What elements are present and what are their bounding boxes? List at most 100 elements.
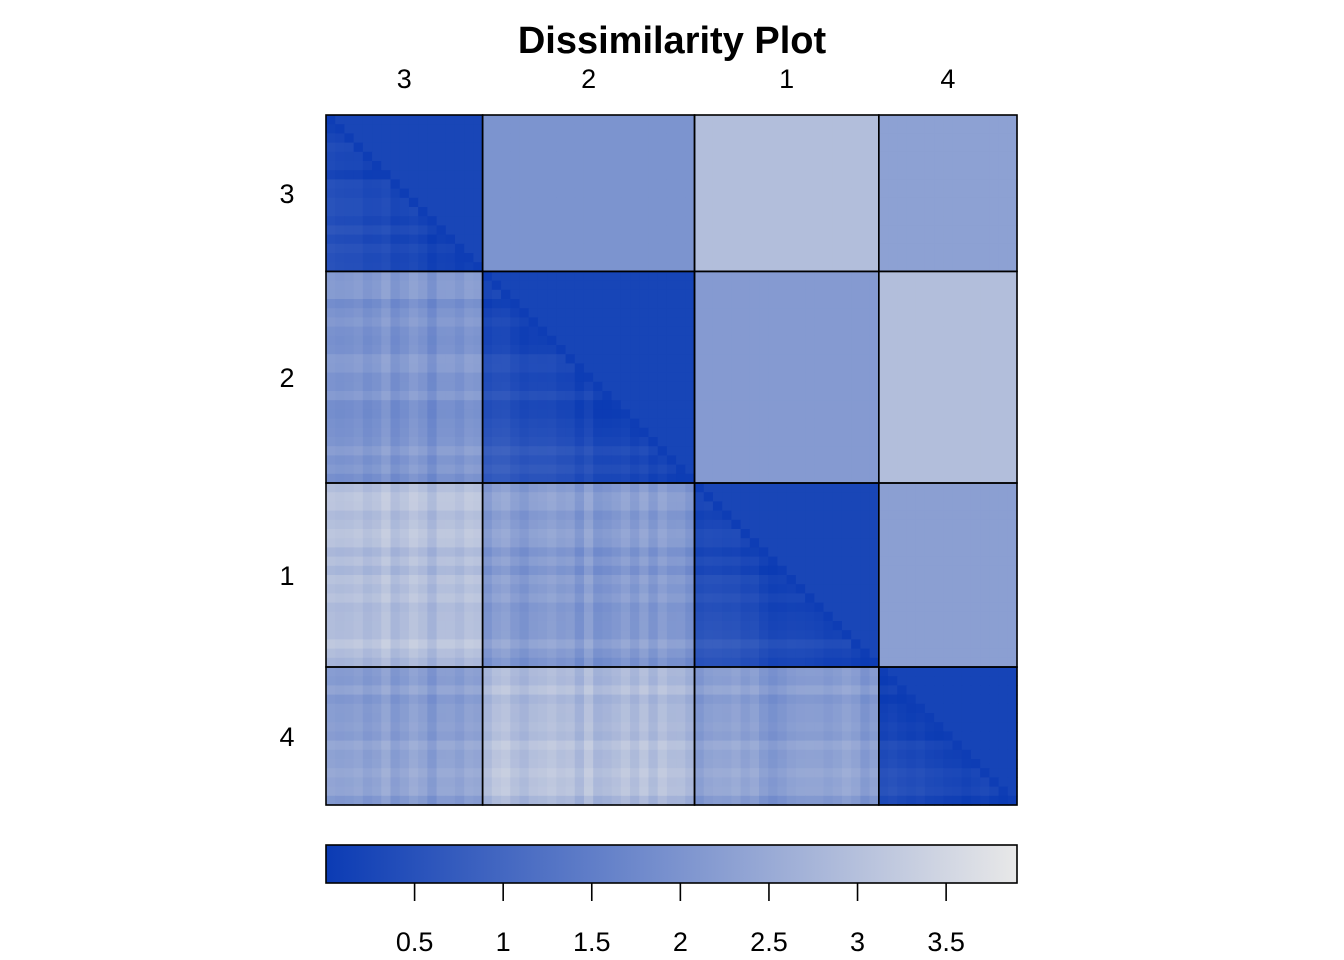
heatmap-cell [768, 464, 779, 475]
heatmap-cell [454, 427, 465, 438]
heatmap-cell [362, 639, 373, 650]
heatmap-cell [740, 455, 751, 466]
heatmap-cell [961, 676, 972, 686]
heatmap-cell [335, 197, 346, 208]
heatmap-cell [851, 667, 861, 677]
heatmap-cell [878, 170, 889, 180]
heatmap-cell [390, 593, 401, 604]
heatmap-cell [980, 703, 990, 714]
heatmap-cell [436, 473, 447, 484]
heatmap-cell [768, 703, 779, 714]
heatmap-cell [980, 243, 990, 254]
heatmap-cell [915, 161, 926, 171]
heatmap-cell [915, 667, 926, 677]
heatmap-cell [768, 253, 779, 263]
heatmap-cell [519, 170, 530, 180]
heatmap-cell [491, 630, 502, 640]
heatmap-cell [869, 473, 880, 484]
heatmap-cell [501, 354, 511, 364]
heatmap-cell [482, 418, 493, 429]
heatmap-cell [970, 400, 981, 410]
heatmap-cell [611, 427, 622, 438]
heatmap-cell [823, 713, 834, 723]
heatmap-cell [574, 142, 585, 153]
heatmap-cell [353, 501, 364, 512]
heatmap-cell [906, 611, 917, 622]
heatmap-cell [860, 133, 871, 144]
heatmap-cell [519, 262, 530, 272]
heatmap-cell [418, 565, 428, 576]
heatmap-cell [547, 381, 557, 392]
heatmap-cell [556, 142, 567, 153]
heatmap-cell [685, 197, 696, 208]
heatmap-cell [372, 225, 382, 236]
heatmap-cell [878, 142, 889, 153]
heatmap-cell [970, 602, 981, 613]
heatmap-cell [501, 483, 511, 493]
heatmap-cell [980, 391, 990, 401]
heatmap-cell [805, 225, 815, 236]
heatmap-cell [381, 381, 392, 392]
heatmap-cell [454, 308, 465, 318]
heatmap-cell [482, 722, 493, 732]
heatmap-cell [906, 326, 917, 337]
heatmap-cell [888, 326, 898, 337]
heatmap-cell [473, 170, 484, 180]
heatmap-cell [888, 216, 898, 226]
heatmap-cell [795, 207, 806, 217]
heatmap-cell [381, 621, 392, 631]
heatmap-cell [427, 354, 438, 364]
heatmap-cell [998, 565, 1009, 576]
heatmap-cell [952, 179, 963, 190]
heatmap-cell [464, 657, 475, 668]
heatmap-cell [703, 630, 714, 640]
heatmap-cell [427, 519, 438, 530]
heatmap-cell [335, 354, 346, 364]
heatmap-cell [510, 179, 521, 190]
heatmap-cell [832, 648, 843, 659]
heatmap-cell [556, 602, 567, 613]
heatmap-cell [722, 253, 732, 263]
heatmap-cell [445, 418, 456, 429]
heatmap-cell [952, 446, 963, 456]
heatmap-cell [795, 427, 806, 438]
heatmap-cell [989, 676, 1000, 686]
heatmap-cell [362, 170, 373, 180]
heatmap-cell [851, 510, 861, 521]
heatmap-cell [703, 363, 714, 374]
heatmap-cell [952, 161, 963, 171]
heatmap-cell [915, 363, 926, 374]
heatmap-cell [666, 262, 677, 272]
heatmap-cell [685, 124, 696, 134]
heatmap-cell [878, 216, 889, 226]
heatmap-cell [832, 483, 843, 493]
heatmap-cell [703, 464, 714, 475]
heatmap-cell [768, 437, 779, 447]
heatmap-cell [906, 317, 917, 328]
heatmap-cell [814, 372, 825, 383]
heatmap-cell [491, 161, 502, 171]
heatmap-cell [786, 188, 797, 199]
heatmap-cell [970, 197, 981, 208]
heatmap-cell [786, 234, 797, 245]
heatmap-cell [980, 124, 990, 134]
heatmap-cell [989, 418, 1000, 429]
heatmap-cell [685, 464, 696, 475]
heatmap-cell [703, 639, 714, 650]
heatmap-cell [381, 676, 392, 686]
heatmap-cell [786, 501, 797, 512]
heatmap-cell [869, 547, 880, 558]
heatmap-cell [888, 602, 898, 613]
heatmap-cell [556, 703, 567, 714]
heatmap-cell [906, 703, 917, 714]
heatmap-cell [501, 657, 511, 668]
heatmap-cell [712, 529, 723, 539]
heatmap-cell [685, 473, 696, 484]
heatmap-cell [777, 621, 788, 631]
heatmap-cell [501, 280, 511, 291]
heatmap-cell [851, 519, 861, 530]
heatmap-cell [353, 538, 364, 548]
heatmap-cell [547, 308, 557, 318]
heatmap-cell [694, 151, 705, 162]
heatmap-cell [556, 584, 567, 594]
